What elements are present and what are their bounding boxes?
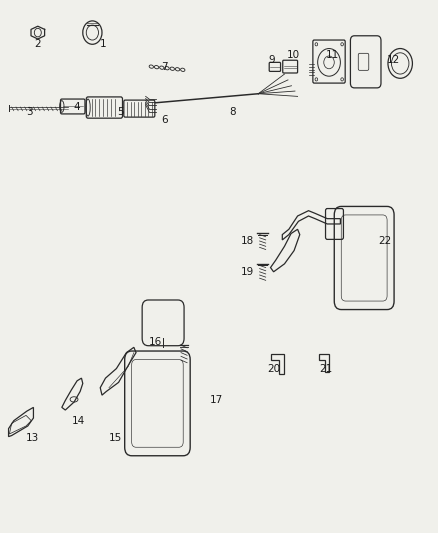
Text: 20: 20 [267, 364, 280, 374]
Text: 9: 9 [268, 55, 275, 65]
Text: 8: 8 [229, 107, 235, 117]
Text: 4: 4 [74, 102, 81, 112]
Text: 16: 16 [149, 337, 162, 347]
Text: 1: 1 [100, 39, 106, 49]
Text: 21: 21 [319, 364, 332, 374]
Text: 17: 17 [210, 395, 223, 406]
Text: 14: 14 [72, 416, 85, 426]
Text: 18: 18 [241, 236, 254, 246]
Text: 3: 3 [26, 107, 32, 117]
Text: 7: 7 [161, 62, 168, 72]
Text: 22: 22 [378, 236, 392, 246]
Text: 15: 15 [109, 433, 122, 443]
Text: 6: 6 [161, 115, 168, 125]
Text: 19: 19 [241, 267, 254, 277]
Text: 5: 5 [117, 107, 124, 117]
Text: 13: 13 [25, 433, 39, 443]
Text: 11: 11 [326, 50, 339, 60]
Text: 10: 10 [286, 50, 300, 60]
Text: 2: 2 [35, 39, 41, 49]
Text: 12: 12 [387, 55, 400, 65]
